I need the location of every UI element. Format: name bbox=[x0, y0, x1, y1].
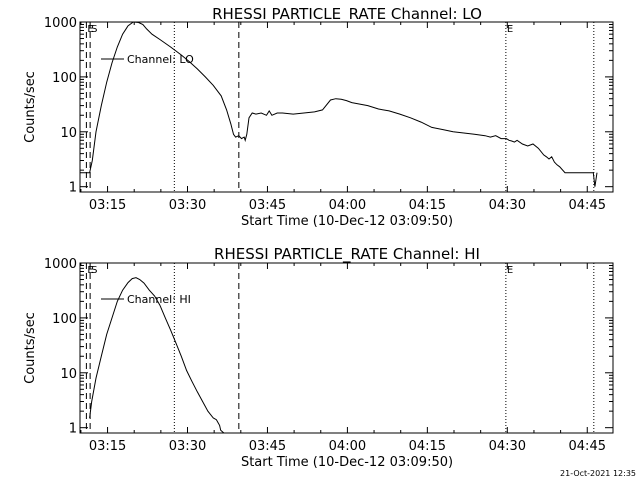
chart-title: RHESSI PARTICLE_RATE Channel: LO bbox=[212, 5, 482, 24]
y-tick-label: 1 bbox=[69, 181, 77, 196]
x-axis-label: Start Time (10-Dec-12 03:09:50) bbox=[241, 455, 453, 470]
x-tick-label: 03:30 bbox=[169, 439, 206, 454]
y-tick-label: 100 bbox=[52, 312, 77, 327]
x-tick-label: 04:45 bbox=[569, 439, 606, 454]
series-line bbox=[80, 22, 598, 187]
plot-frame bbox=[79, 21, 614, 193]
x-tick-label: 04:00 bbox=[329, 198, 366, 213]
y-tick-label: 1000 bbox=[44, 257, 77, 272]
x-tick-label: 04:45 bbox=[569, 198, 606, 213]
y-tick-label: 1000 bbox=[44, 16, 77, 31]
event-marker-label: S bbox=[91, 265, 97, 276]
chart-panel-lo: RHESSI PARTICLE_RATE Channel: LO Counts/… bbox=[23, 5, 614, 229]
footer-timestamp: 21-Oct-2021 12:35 bbox=[560, 469, 636, 478]
y-tick-label: 10 bbox=[60, 367, 77, 382]
y-axis-label: Counts/sec bbox=[23, 71, 38, 143]
event-marker-label: E bbox=[507, 265, 513, 276]
event-marker-label: S bbox=[91, 24, 97, 35]
plot-frame bbox=[79, 262, 614, 434]
x-tick-label: 04:30 bbox=[489, 198, 526, 213]
chart-panel-hi: RHESSI PARTICLE_RATE Channel: HI Counts/… bbox=[23, 245, 614, 470]
legend-label: Channel: HI bbox=[127, 293, 191, 306]
x-tick-label: 04:15 bbox=[409, 439, 446, 454]
x-tick-label: 03:45 bbox=[249, 198, 286, 213]
y-axis-label: Counts/sec bbox=[23, 312, 38, 384]
event-marker-label: E bbox=[507, 24, 513, 35]
x-tick-label: 03:15 bbox=[89, 198, 126, 213]
x-tick-label: 04:30 bbox=[489, 439, 526, 454]
legend-label: Channel: LO bbox=[127, 53, 194, 66]
y-tick-label: 100 bbox=[52, 71, 77, 86]
y-tick-label: 1 bbox=[69, 422, 77, 437]
x-tick-label: 03:15 bbox=[89, 439, 126, 454]
y-tick-label: 10 bbox=[60, 126, 77, 141]
series-line bbox=[89, 277, 225, 433]
x-tick-label: 04:15 bbox=[409, 198, 446, 213]
event-marker-label: E bbox=[87, 24, 93, 35]
x-tick-label: 03:30 bbox=[169, 198, 206, 213]
x-tick-label: 03:45 bbox=[249, 439, 286, 454]
x-axis-label: Start Time (10-Dec-12 03:09:50) bbox=[241, 214, 453, 229]
x-tick-label: 04:00 bbox=[329, 439, 366, 454]
event-marker-label: E bbox=[87, 265, 93, 276]
chart-title: RHESSI PARTICLE_RATE Channel: HI bbox=[214, 245, 480, 264]
